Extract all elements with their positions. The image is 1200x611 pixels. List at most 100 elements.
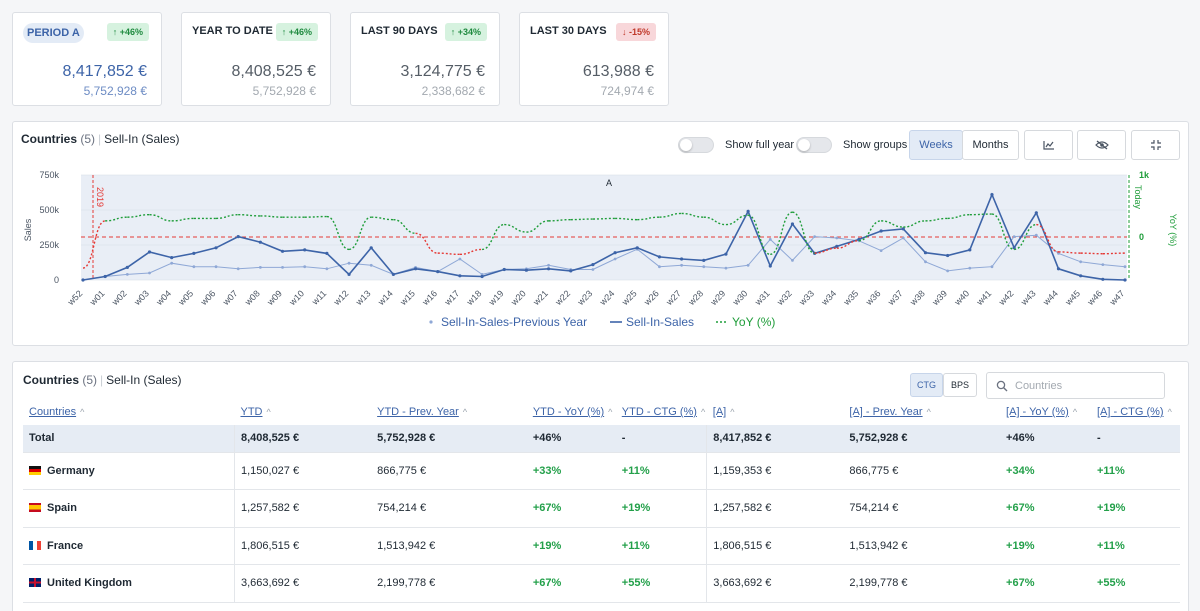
- table-cell: 1,806,515 €: [233, 527, 372, 565]
- series-line: [82, 234, 1126, 281]
- x-tick-label: w28: [686, 288, 705, 307]
- table-row[interactable]: France 1,806,515 €1,513,942 € +19% +11% 1,80…: [23, 527, 1180, 565]
- x-tick-label: w19: [486, 288, 505, 307]
- y2-axis-label: YoY (%): [1168, 214, 1178, 247]
- data-point: [879, 229, 883, 233]
- data-point: [125, 265, 129, 269]
- table-cell: 1,513,942 €: [371, 527, 527, 565]
- data-point: [901, 236, 905, 240]
- column-header-label: YTD - CTG (%): [621, 406, 697, 418]
- chart-type-button[interactable]: [1024, 130, 1073, 160]
- column-header[interactable]: YTD - CTG (%) ^: [616, 399, 707, 425]
- column-header[interactable]: YTD - YoY (%) ^: [527, 399, 616, 425]
- data-point: [613, 257, 617, 261]
- column-header[interactable]: [A] - CTG (%) ^: [1091, 399, 1180, 425]
- search-icon: [996, 380, 1008, 392]
- de-flag-icon: [29, 465, 41, 475]
- sort-icon: ^: [730, 407, 735, 417]
- data-point: [746, 263, 750, 267]
- yoy-segment: [504, 223, 527, 233]
- table-row[interactable]: Spain 1,257,582 €754,214 € +67% +19% 1,257,5…: [23, 489, 1180, 528]
- data-point: [1079, 274, 1083, 278]
- kpi-label: YEAR TO DATE: [192, 25, 273, 37]
- series-1: [81, 192, 1127, 282]
- chart-panel: Countries (5) | Sell-In (Sales) Show full …: [12, 121, 1189, 346]
- x-tick-label: w01: [87, 288, 106, 307]
- data-point: [81, 278, 85, 282]
- yoy-segment: [770, 211, 793, 256]
- data-point: [480, 274, 484, 279]
- data-point: [657, 255, 662, 259]
- data-point: [613, 251, 617, 255]
- show-groups-toggle[interactable]: [796, 137, 832, 153]
- legend-marker: [429, 320, 433, 324]
- yoy-segment: [881, 220, 904, 228]
- hide-series-button[interactable]: [1077, 130, 1126, 160]
- column-header[interactable]: Countries ^: [23, 399, 234, 425]
- legend-item[interactable]: Sell-In-Sales-Previous Year: [429, 315, 587, 329]
- x-tick-label: w27: [664, 288, 683, 307]
- x-tick-label: w13: [353, 288, 372, 307]
- sort-icon: ^: [462, 407, 468, 417]
- x-tick-label: w05: [176, 288, 195, 307]
- table-cell: 5,752,928 €: [371, 425, 527, 453]
- legend-item[interactable]: YoY (%): [716, 315, 775, 329]
- x-tick-label: w02: [109, 288, 128, 307]
- kpi-card-period-a[interactable]: PERIOD A ↑ +46% 8,417,852 € 5,752,928 €: [12, 12, 162, 106]
- ctg-button[interactable]: CTG: [910, 373, 943, 397]
- x-tick-label: w17: [442, 288, 461, 307]
- x-tick-label: w23: [575, 288, 594, 307]
- legend-item[interactable]: Sell-In-Sales: [610, 315, 694, 329]
- column-header[interactable]: YTD - Prev. Year ^: [371, 399, 527, 425]
- kpi-prev-value: 5,752,928 €: [252, 84, 316, 98]
- data-point: [524, 268, 529, 272]
- data-point: [458, 274, 462, 278]
- x-tick-label: w21: [531, 288, 550, 307]
- table-row[interactable]: Germany 1,150,027 €866,775 € +33% +11% 1,159…: [23, 452, 1180, 490]
- bps-button[interactable]: BPS: [943, 373, 977, 397]
- x-tick-label: w07: [220, 288, 239, 307]
- data-point: [768, 264, 772, 268]
- yoy-segment: [814, 247, 837, 254]
- data-point: [1123, 265, 1127, 269]
- search-input[interactable]: Countries: [986, 372, 1165, 399]
- legend-label: YoY (%): [732, 315, 775, 329]
- sort-icon: ^: [80, 407, 85, 417]
- collapse-button[interactable]: [1131, 130, 1180, 160]
- kpi-card-last-30-days[interactable]: LAST 30 DAYS ↓ -15% 613,988 € 724,974 €: [519, 12, 669, 106]
- table-cell: +11%: [1090, 527, 1180, 565]
- show-full-year-toggle[interactable]: [678, 137, 714, 153]
- data-point: [702, 258, 706, 262]
- chart-line-icon: [1042, 141, 1054, 150]
- sort-icon: ^: [1167, 407, 1172, 417]
- kpi-card-year-to-date[interactable]: YEAR TO DATE ↑ +46% 8,408,525 € 5,752,92…: [181, 12, 331, 106]
- kpi-badge: ↑ +46%: [106, 23, 149, 41]
- x-tick-label: w43: [1018, 288, 1037, 307]
- table-row[interactable]: United Kingdom 3,663,692 €2,199,778 € +67%…: [23, 564, 1180, 603]
- kpi-card-last-90-days[interactable]: LAST 90 DAYS ↑ +34% 3,124,775 € 2,338,68…: [350, 12, 500, 106]
- kpi-label: PERIOD A: [23, 23, 84, 43]
- kpi-badge: ↑ +46%: [275, 23, 318, 41]
- y-axis-label: Sales: [23, 218, 33, 241]
- column-header[interactable]: [A] - YoY (%) ^: [1000, 399, 1091, 425]
- legend-label: Sell-In-Sales: [626, 315, 694, 329]
- table-cell: +46%: [1000, 425, 1091, 453]
- es-flag-icon: [29, 503, 41, 513]
- country-name: United Kingdom: [47, 577, 132, 590]
- x-tick-label: w42: [996, 288, 1015, 307]
- data-point: [680, 263, 683, 267]
- data-point: [746, 209, 750, 213]
- data-point: [702, 265, 706, 269]
- column-header[interactable]: [A] ^: [707, 399, 844, 425]
- months-button[interactable]: Months: [962, 130, 1019, 160]
- data-point: [591, 268, 595, 271]
- data-point: [258, 240, 262, 244]
- x-tick-label: w04: [154, 288, 173, 307]
- fr-flag-icon: [29, 540, 41, 550]
- column-header[interactable]: [A] - Prev. Year ^: [843, 399, 1000, 425]
- table-cell: +11%: [615, 527, 707, 565]
- x-tick-label: w16: [420, 288, 439, 307]
- data-point: [391, 272, 395, 276]
- column-header-label: [A] - CTG (%): [1096, 406, 1164, 418]
- column-header[interactable]: YTD ^: [234, 399, 371, 425]
